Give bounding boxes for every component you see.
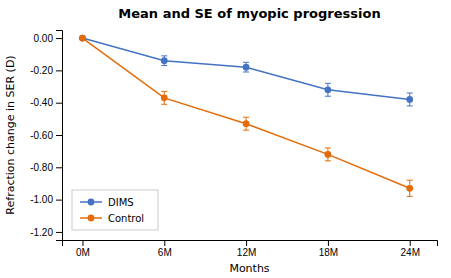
y-tick: 0.00 (34, 33, 62, 44)
y-tick-mark (56, 232, 62, 233)
x-axis: 0M 6M 12M 18M 24M (63, 240, 438, 258)
title: Mean and SE of myopic progression (118, 6, 380, 21)
error-bar-cap (407, 180, 413, 181)
x-tick: 12M (237, 240, 256, 258)
legend-label: Control (108, 213, 144, 224)
error-bar-cap (243, 62, 249, 63)
y-tick: -0.60 (30, 130, 62, 141)
error-bar (325, 83, 331, 96)
x-tick-mark (410, 240, 411, 246)
x-tick-mark (246, 240, 247, 246)
error-bar (325, 148, 331, 161)
point (325, 151, 332, 158)
x-tick: 0M (76, 240, 90, 258)
y-axis-line (56, 31, 63, 241)
x-tick: 24M (401, 240, 420, 258)
legend: DIMS Control (72, 190, 158, 230)
y-tick-mark (56, 103, 62, 104)
y-tick-label: -0.80 (30, 162, 53, 173)
y-tick-label: -0.40 (30, 97, 53, 108)
y-tick: -1.20 (30, 227, 62, 238)
plot: 0.00 -0.20 -0.40 -0.60 -0.80 -1.00 -1.20 0M 6M 12… (30, 31, 437, 259)
x-tick-mark (82, 240, 83, 246)
x-tick-label: 0M (76, 247, 90, 258)
y-tick-label: -1.00 (30, 194, 53, 205)
legend-marker (88, 215, 95, 222)
y-tick-mark (56, 70, 62, 71)
chart: 0.00 -0.20 -0.40 -0.60 -0.80 -1.00 -1.20 0M 6M 12… (0, 0, 451, 278)
error-bar (407, 180, 413, 196)
x-tick-mark (328, 240, 329, 246)
error-bar-cap (325, 96, 331, 97)
error-bar-cap (161, 65, 167, 66)
y-tick-mark (56, 38, 62, 39)
y-axis: 0.00 -0.20 -0.40 -0.60 -0.80 -1.00 -1.20 (30, 31, 62, 241)
legend-label: DIMS (108, 197, 134, 208)
error-bar (407, 93, 413, 106)
y-tick-label: -0.60 (30, 130, 53, 141)
x-axis-title: Months (229, 262, 269, 275)
x-tick-label: 18M (319, 247, 338, 258)
x-tick-label: 24M (401, 247, 420, 258)
series (79, 35, 413, 106)
legend-item: DIMS (80, 197, 134, 208)
legend-item: Control (80, 213, 144, 224)
point (406, 96, 413, 103)
point (406, 185, 413, 192)
y-axis-title: Refraction change in SER (D) (4, 55, 17, 214)
line (82, 38, 409, 99)
y-tick-mark (56, 167, 62, 168)
error-bar (161, 56, 167, 66)
x-tick: 18M (319, 240, 338, 258)
x-tick-label: 12M (237, 247, 256, 258)
error-bar (243, 117, 249, 130)
error-bar-cap (161, 55, 167, 56)
marks (79, 35, 413, 197)
series (79, 35, 413, 197)
error-bar-cap (325, 147, 331, 148)
error-bar-cap (243, 72, 249, 73)
error-bar (161, 91, 167, 104)
x-tick: 6M (158, 240, 172, 258)
legend-box (72, 190, 158, 230)
point (325, 86, 332, 93)
y-tick-mark (56, 200, 62, 201)
x-tick-label: 6M (158, 247, 172, 258)
y-tick: -0.40 (30, 97, 62, 108)
point (161, 57, 168, 64)
error-bar-cap (161, 104, 167, 105)
y-tick: -1.00 (30, 194, 62, 205)
error-bar-cap (325, 160, 331, 161)
y-tick-label: -1.20 (30, 227, 53, 238)
error-bar-cap (407, 93, 413, 94)
x-axis-line (63, 241, 438, 247)
y-tick: -0.80 (30, 162, 62, 173)
point (79, 35, 86, 42)
y-tick-label: 0.00 (34, 33, 54, 44)
error-bar-cap (407, 196, 413, 197)
line (82, 38, 409, 188)
point (161, 94, 168, 101)
error-bar-cap (243, 117, 249, 118)
error-bar-cap (407, 105, 413, 106)
x-tick-mark (164, 240, 165, 246)
y-tick: -0.20 (30, 65, 62, 76)
point (243, 120, 250, 127)
legend-marker (88, 199, 95, 206)
error-bar-cap (325, 83, 331, 84)
point (243, 64, 250, 71)
y-tick-label: -0.20 (30, 65, 53, 76)
y-tick-mark (56, 135, 62, 136)
error-bar (243, 62, 249, 72)
error-bar-cap (243, 130, 249, 131)
point (79, 35, 86, 42)
error-bar-cap (161, 91, 167, 92)
